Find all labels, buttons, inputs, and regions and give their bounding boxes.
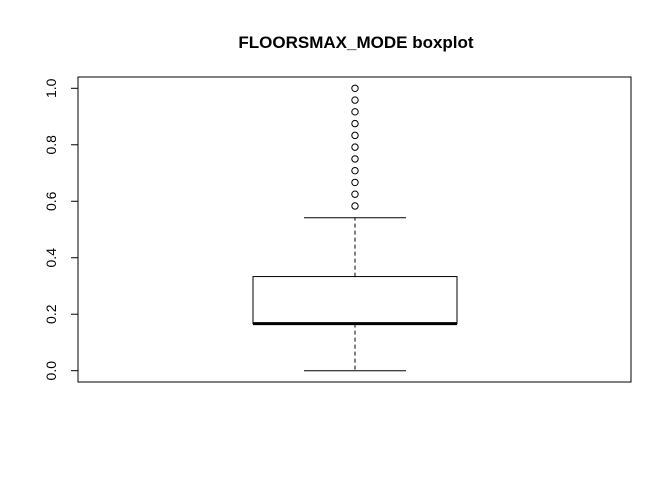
outlier-point: [351, 119, 359, 128]
chart-title: FLOORSMAX_MODE boxplot: [238, 33, 474, 52]
y-tick-label: 0.0: [43, 361, 59, 381]
outlier-point: [351, 131, 359, 140]
y-axis: 0.0 0.2 0.4 0.6 0.8 1.0: [43, 78, 79, 381]
outlier-point: [351, 84, 359, 92]
outlier-point: [351, 96, 359, 104]
box-group: [252, 217, 458, 372]
y-tick-label: 1.0: [43, 78, 59, 98]
outlier-point: [351, 190, 359, 198]
y-tick-label: 0.6: [43, 191, 59, 211]
y-tick-label: 0.4: [43, 248, 59, 268]
y-tick-label: 0.8: [43, 135, 59, 155]
outlier-point: [351, 108, 359, 116]
outlier-point: [351, 202, 359, 210]
outlier-point: [351, 143, 359, 151]
iqr-box: [252, 276, 458, 325]
outlier-point: [351, 166, 359, 175]
plot-frame: [77, 76, 632, 383]
outlier-point: [351, 178, 359, 187]
y-tick-label: 0.2: [43, 304, 59, 324]
outlier-group: [351, 84, 359, 210]
outlier-point: [351, 155, 359, 163]
